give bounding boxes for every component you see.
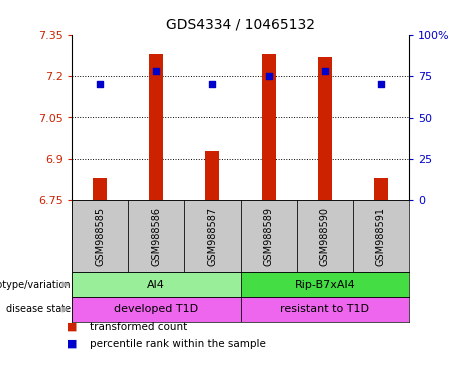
Text: disease state: disease state <box>6 305 71 314</box>
Bar <box>241 272 409 297</box>
Text: GSM988586: GSM988586 <box>151 207 161 265</box>
Point <box>377 81 384 88</box>
Bar <box>353 200 409 272</box>
Bar <box>93 178 107 200</box>
Title: GDS4334 / 10465132: GDS4334 / 10465132 <box>166 17 315 31</box>
Text: percentile rank within the sample: percentile rank within the sample <box>90 339 266 349</box>
Text: genotype/variation: genotype/variation <box>0 280 71 290</box>
Text: GSM988589: GSM988589 <box>264 207 273 265</box>
Bar <box>261 54 276 200</box>
Point <box>153 68 160 74</box>
Text: Rip-B7xAl4: Rip-B7xAl4 <box>295 280 355 290</box>
Text: Al4: Al4 <box>148 280 165 290</box>
Bar <box>297 200 353 272</box>
Text: transformed count: transformed count <box>90 322 187 332</box>
Text: GSM988591: GSM988591 <box>376 207 386 265</box>
Bar <box>72 272 241 297</box>
Bar <box>72 297 241 322</box>
Text: developed T1D: developed T1D <box>114 305 198 314</box>
Bar <box>241 200 297 272</box>
Bar <box>184 200 241 272</box>
Text: GSM988587: GSM988587 <box>207 207 218 266</box>
Text: GSM988585: GSM988585 <box>95 207 105 266</box>
Bar <box>128 200 184 272</box>
Point <box>265 73 272 79</box>
Text: resistant to T1D: resistant to T1D <box>280 305 369 314</box>
Bar <box>72 200 128 272</box>
Bar <box>149 54 163 200</box>
Point <box>321 68 328 74</box>
Bar <box>241 297 409 322</box>
Text: GSM988590: GSM988590 <box>320 207 330 265</box>
Text: ■: ■ <box>67 339 77 349</box>
Point <box>209 81 216 88</box>
Bar <box>318 57 332 200</box>
Bar <box>374 178 388 200</box>
Point <box>96 81 104 88</box>
Text: ■: ■ <box>67 322 77 332</box>
Bar <box>206 151 219 200</box>
